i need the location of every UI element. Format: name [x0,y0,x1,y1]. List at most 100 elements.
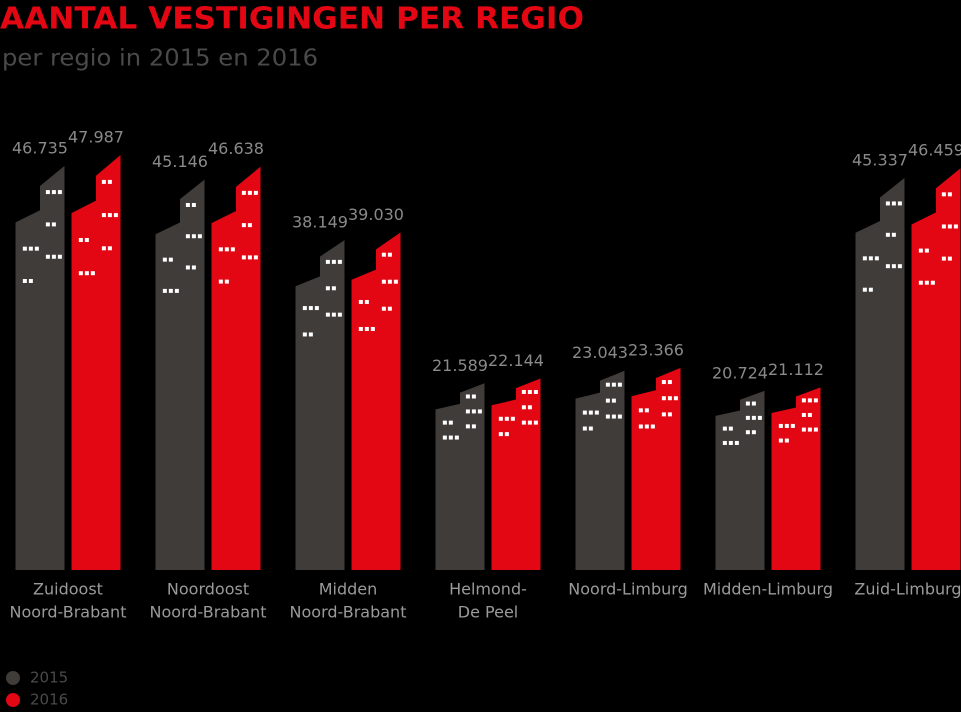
window [510,416,515,421]
value-label: 46.638 [208,139,264,158]
value-label: 22.144 [488,351,544,370]
window [28,246,33,251]
x-tick-label: Noord-Brabant [10,603,127,622]
window [162,288,167,293]
window [197,234,202,239]
window [784,423,789,428]
window [191,202,196,207]
window [807,398,812,403]
bar [71,155,121,570]
window [611,382,616,387]
window [465,409,470,414]
window [78,271,83,276]
bar [631,367,681,570]
window [224,247,229,252]
window [28,278,33,283]
window [801,398,806,403]
window [107,246,112,251]
window [253,255,258,260]
window [331,286,336,291]
window [953,224,958,229]
bar [771,387,821,570]
window [924,248,929,253]
window [308,306,313,311]
window [638,408,643,413]
window [331,259,336,264]
window [51,190,56,195]
window [78,238,83,242]
window [45,254,50,259]
window [588,426,593,431]
window [611,414,616,419]
window [230,247,235,252]
window [381,306,386,311]
value-label: 23.366 [628,340,684,359]
window [918,280,923,285]
window [778,438,783,443]
bar [435,383,485,570]
window [941,192,946,197]
window [650,424,655,429]
value-label: 21.589 [432,356,488,375]
window [667,380,672,385]
window [387,306,392,311]
x-tick-label: De Peel [458,603,518,622]
window [191,234,196,239]
window [644,408,649,413]
window [358,326,363,331]
window [868,256,873,261]
window [751,415,756,420]
window [521,405,526,410]
window [661,412,666,417]
value-label: 20.724 [712,363,768,382]
legend-label: 2016 [30,691,68,709]
window [728,440,733,445]
value-label: 46.735 [12,138,68,157]
window [801,427,806,432]
window [358,299,363,304]
bar [211,166,261,570]
value-label: 45.146 [152,152,208,171]
window [605,414,610,419]
window [807,427,812,432]
window [325,259,330,264]
window [107,213,112,218]
window [891,264,896,269]
value-label: 47.987 [68,128,124,147]
window [364,326,369,331]
x-tick-label: Noord-Limburg [568,580,687,599]
window [465,424,470,429]
value-label: 38.149 [292,213,348,232]
window [722,426,727,431]
window [325,286,330,291]
chart-subtitle: per regio in 2015 en 2016 [2,46,318,72]
value-label: 39.030 [348,205,404,224]
window [527,389,532,394]
window [722,440,727,445]
window [661,396,666,401]
window [638,424,643,429]
x-tick-label: Helmond- [449,580,527,599]
window [611,398,616,403]
bar [15,165,65,570]
window [605,398,610,403]
window [162,257,167,262]
window [101,213,106,218]
window [57,190,62,195]
window [45,190,50,195]
window [868,287,873,292]
window [941,224,946,229]
window [667,412,672,417]
value-label: 21.112 [768,360,824,379]
window [387,279,392,284]
window [778,423,783,428]
window [947,256,952,261]
window [247,223,252,228]
x-tick-label: Midden [319,580,378,599]
window [454,435,459,440]
window [325,312,330,317]
window [751,430,756,435]
legend-marker [6,671,20,685]
window [661,380,666,385]
